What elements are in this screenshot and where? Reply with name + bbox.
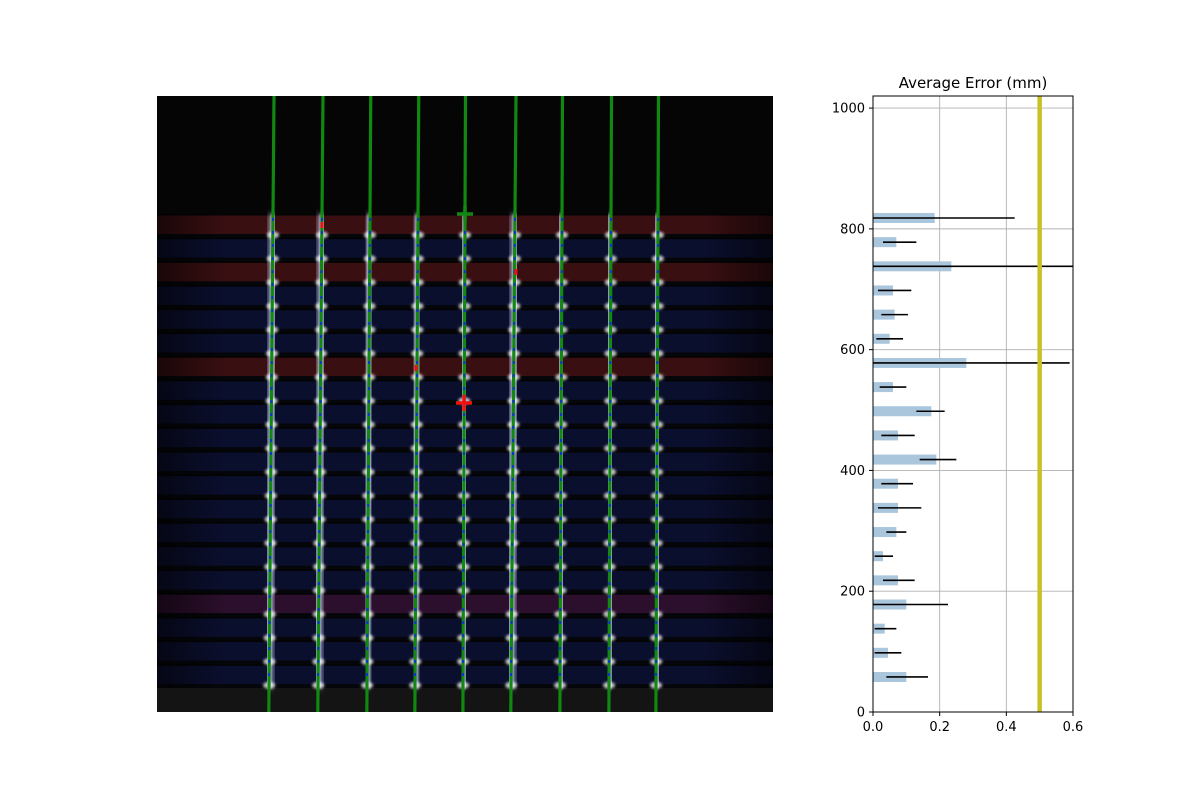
calibration-image-panel (157, 95, 773, 713)
x-tick-label: 0.6 (1063, 720, 1084, 735)
red-tick-marker (414, 365, 418, 371)
error-bar-chart: Average Error (mm) 0.0 0.2 0.4 0.6 0 200 400 60… (832, 74, 1083, 735)
detected-dash-line (462, 217, 466, 687)
detected-dash-line (268, 217, 274, 687)
chart-gridlines (872, 96, 1074, 713)
detected-dash-line (559, 217, 563, 687)
x-tick-label: 0.0 (863, 720, 884, 735)
y-tick-label: 400 (840, 464, 865, 479)
detected-dash-line (414, 217, 419, 687)
detected-dash-line (608, 217, 612, 687)
y-tick-label: 0 (857, 706, 865, 721)
red-tick-marker (320, 222, 324, 228)
chart-bars (873, 212, 967, 682)
detected-dash-line (366, 217, 371, 687)
y-tick-label: 1000 (832, 102, 865, 117)
bottom-bright-band (157, 688, 773, 712)
chart-frame (872, 95, 1074, 713)
bar (873, 454, 937, 465)
detected-dash-line (510, 217, 516, 687)
bar (873, 406, 932, 417)
y-tick-label: 200 (840, 585, 865, 600)
x-tick-label: 0.4 (996, 720, 1017, 735)
red-tick-marker (514, 269, 518, 275)
detected-dash-line (317, 217, 323, 687)
bar (873, 527, 897, 538)
detected-dash-line (655, 217, 659, 687)
y-tick-label: 600 (840, 343, 865, 358)
left-fade (157, 214, 227, 688)
chart-axes-ticks: 0.0 0.2 0.4 0.6 0 200 400 600 800 1000 (832, 102, 1083, 735)
x-tick-label: 0.2 (929, 720, 950, 735)
y-tick-label: 800 (840, 222, 865, 237)
markers (320, 206, 518, 411)
chart-error-bars (873, 217, 1073, 678)
right-fade (703, 214, 773, 688)
chart-title: Average Error (mm) (899, 74, 1048, 92)
